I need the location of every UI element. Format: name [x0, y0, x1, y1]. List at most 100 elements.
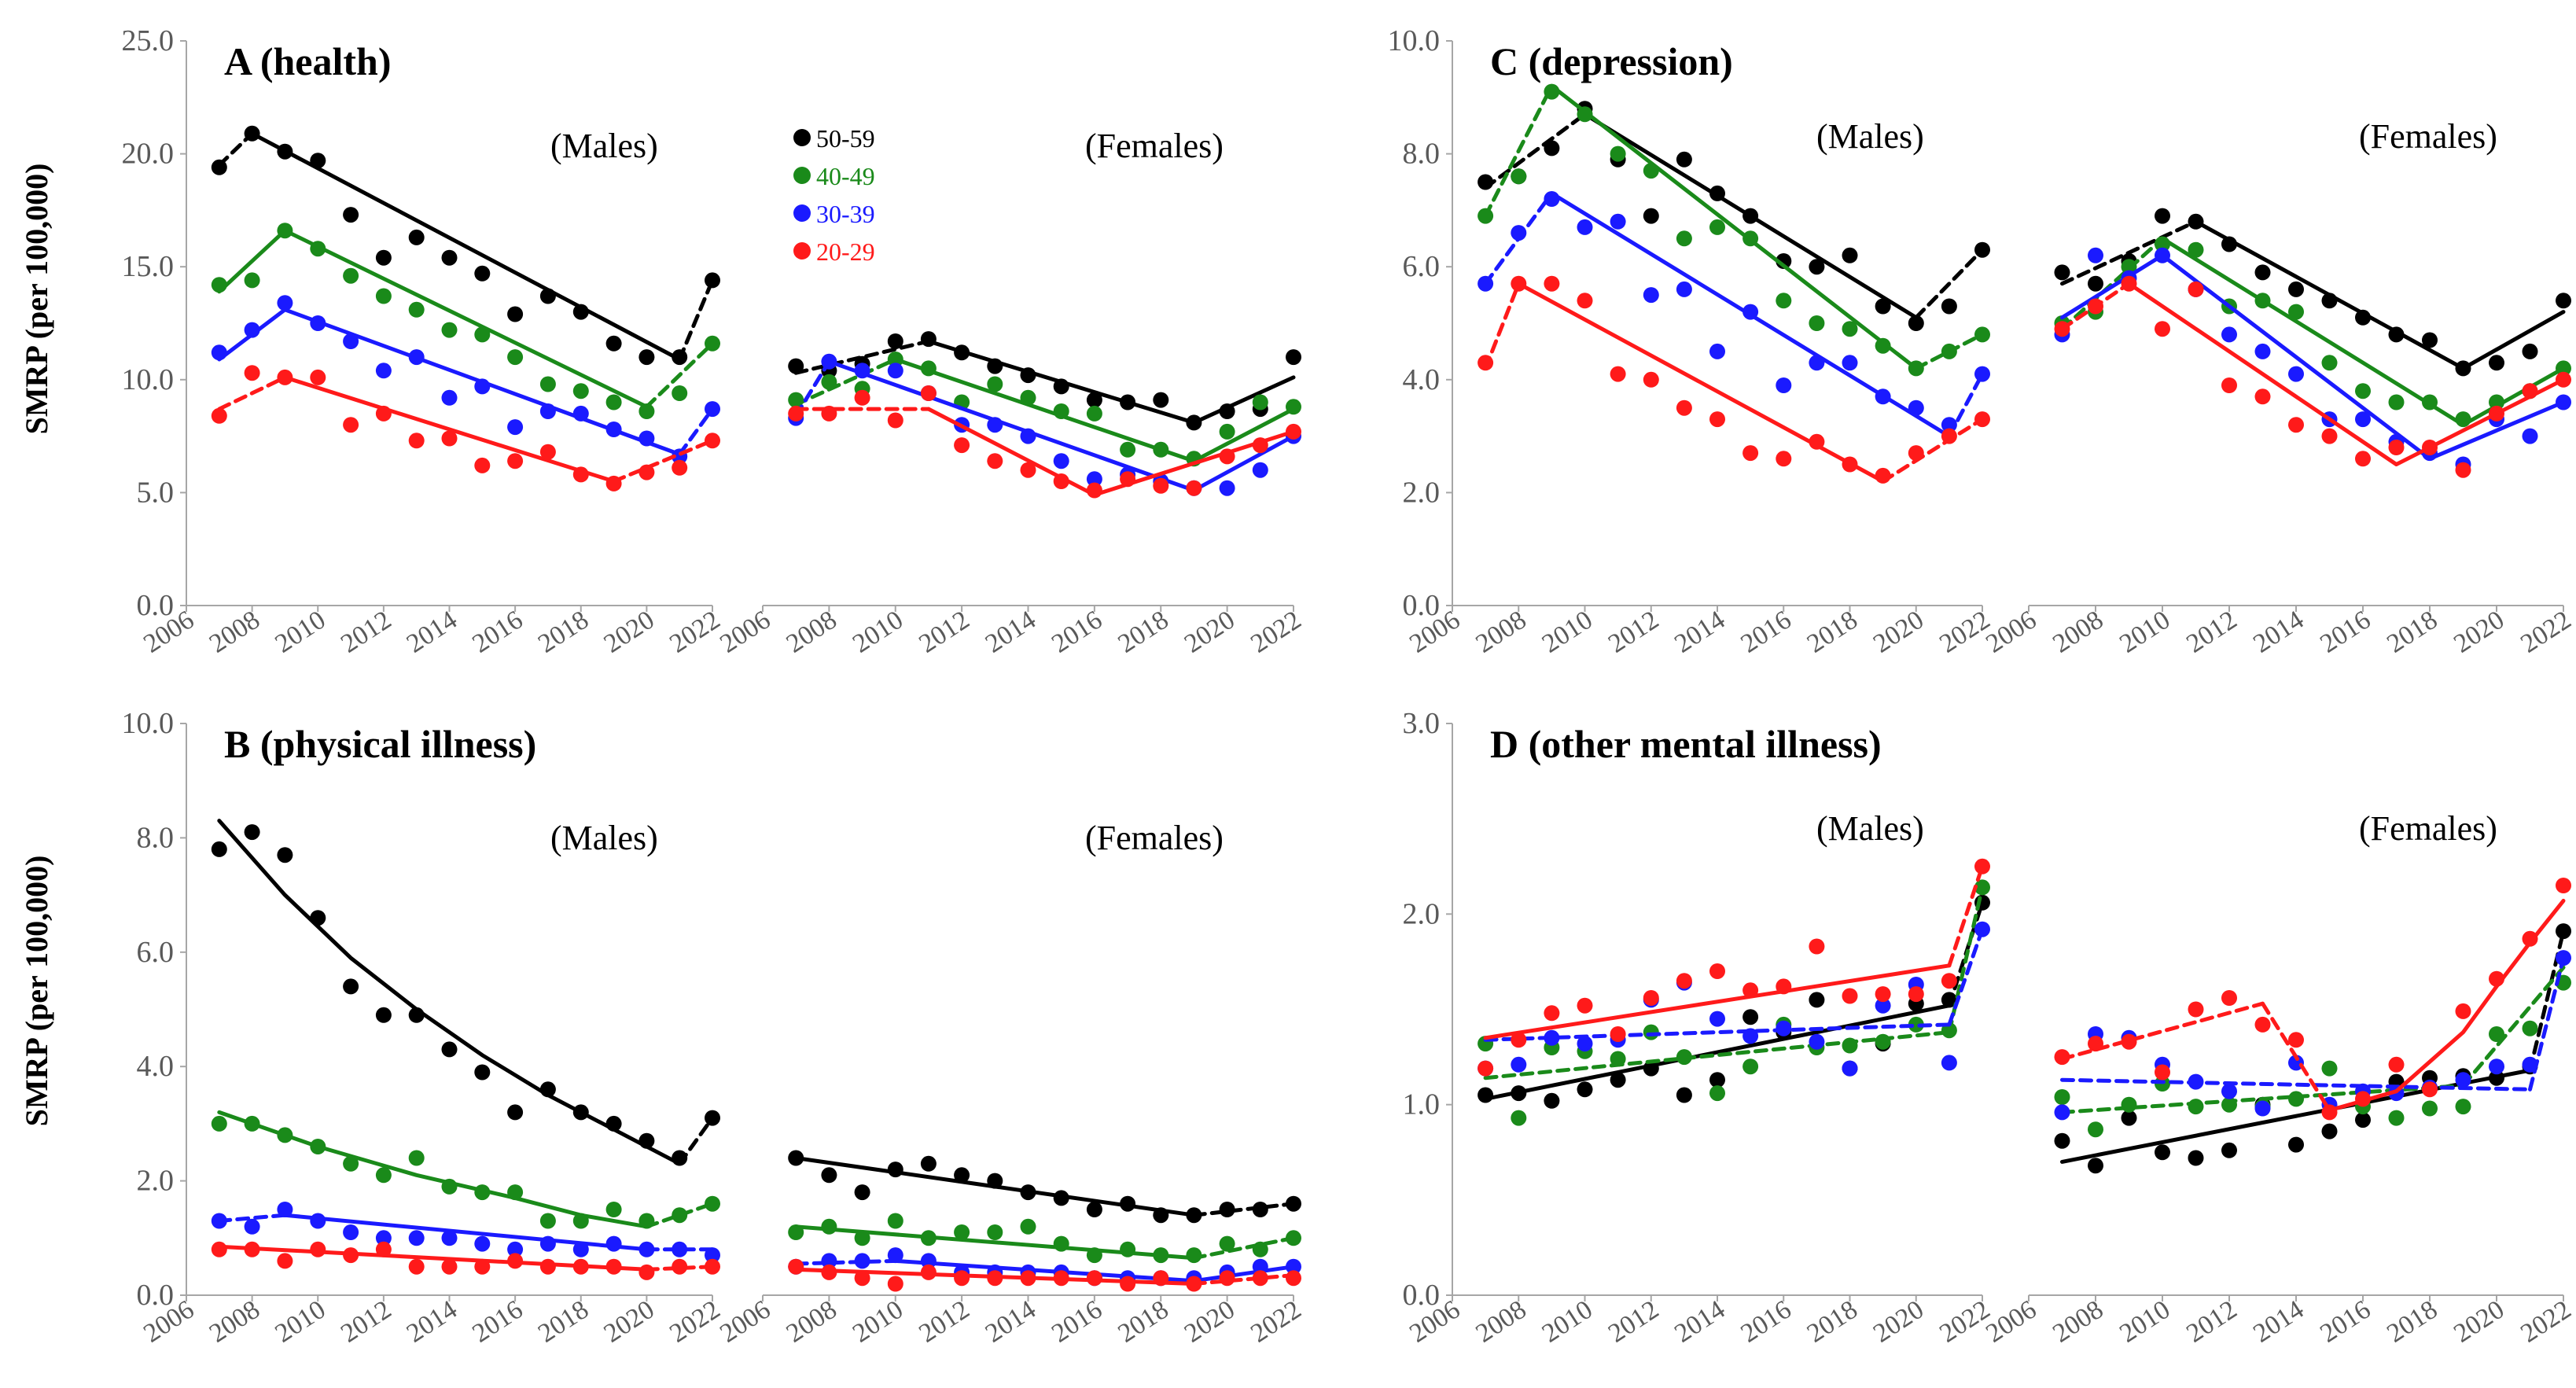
data-point-20-29: [821, 1264, 837, 1280]
data-point-40-49: [408, 1150, 425, 1166]
data-point-40-49: [887, 1213, 903, 1229]
data-point-50-59: [1742, 208, 1759, 224]
data-point-20-29: [1809, 938, 1825, 955]
data-point-30-39: [1286, 1258, 1301, 1275]
data-point-30-39: [2556, 950, 2571, 966]
data-point-20-29: [211, 1241, 227, 1257]
data-point-50-59: [2321, 1123, 2338, 1139]
data-point-40-49: [2556, 360, 2571, 377]
trend-line-30-39: [793, 359, 831, 418]
data-point-20-29: [1974, 411, 1990, 428]
x-tick-label: 2010: [270, 606, 330, 659]
trend-line-50-59: [1483, 112, 1587, 190]
y-tick-label: 1.0: [1403, 1088, 1441, 1121]
data-point-40-49: [1020, 389, 1036, 406]
data-point-20-29: [1186, 480, 1202, 496]
data-point-40-49: [441, 322, 458, 338]
data-point-50-59: [1544, 1092, 1560, 1109]
data-point-40-49: [2121, 1096, 2137, 1113]
data-point-50-59: [507, 1104, 524, 1121]
data-point-50-59: [2088, 275, 2103, 292]
y-tick-label: 2.0: [1403, 476, 1441, 509]
x-tick-label: 2016: [467, 1295, 528, 1349]
panel-title-d: D (other mental illness): [1490, 722, 1882, 766]
trend-line-40-49: [1947, 885, 1985, 1035]
x-tick-label: 2014: [402, 1295, 462, 1349]
x-tick-label: 2014: [1669, 1295, 1730, 1349]
data-point-30-39: [474, 378, 491, 395]
data-point-20-29: [1086, 482, 1102, 499]
x-tick-label: 2018: [533, 606, 594, 659]
y-tick-label: 4.0: [1403, 363, 1441, 396]
data-point-30-39: [1776, 377, 1792, 393]
data-point-30-39: [310, 1213, 326, 1229]
trend-line-20-29: [1483, 282, 1521, 370]
data-point-20-29: [572, 466, 589, 483]
y-tick-label: 10.0: [122, 363, 175, 396]
data-point-40-49: [1941, 343, 1957, 359]
data-point-50-59: [310, 153, 326, 169]
data-point-20-29: [1020, 1270, 1036, 1287]
x-tick-label: 2006: [1981, 1295, 2041, 1349]
y-tick-label: 0.0: [1403, 589, 1441, 622]
data-point-20-29: [441, 430, 458, 447]
data-point-50-59: [1908, 315, 1924, 331]
data-point-20-29: [244, 365, 260, 381]
trend-line-30-39: [1483, 1022, 1952, 1042]
data-point-50-59: [375, 1007, 392, 1023]
y-tick-label: 4.0: [137, 1050, 175, 1083]
data-point-40-49: [1020, 1218, 1036, 1235]
x-tick-label: 2016: [2315, 1295, 2375, 1349]
trend-line-50-59: [2060, 219, 2198, 286]
x-tick-label: 2012: [2181, 1295, 2242, 1349]
data-point-30-39: [211, 1213, 227, 1229]
data-point-30-39: [2489, 1058, 2504, 1075]
trend-line-20-29: [612, 438, 715, 484]
panel-a: SMRP (per 100,000) A (health) (Males) (F…: [19, 39, 1224, 434]
data-point-50-59: [987, 1173, 1003, 1189]
data-point-40-49: [1974, 879, 1990, 896]
data-point-30-39: [1776, 1020, 1792, 1036]
data-point-20-29: [954, 1270, 970, 1287]
data-point-50-59: [211, 841, 227, 857]
data-point-20-29: [1809, 433, 1825, 450]
data-point-50-59: [2455, 360, 2471, 377]
data-point-50-59: [2556, 293, 2571, 309]
data-point-30-39: [1577, 1036, 1593, 1052]
y-tick-label: 20.0: [122, 138, 175, 171]
data-point-50-59: [1511, 1085, 1527, 1102]
data-point-30-39: [572, 405, 589, 422]
data-point-40-49: [539, 1213, 556, 1229]
data-point-20-29: [1742, 445, 1759, 462]
data-point-20-29: [244, 1241, 260, 1257]
data-point-30-39: [2355, 411, 2371, 428]
x-tick-label: 2022: [664, 1295, 725, 1349]
data-point-20-29: [2054, 321, 2070, 337]
data-point-20-29: [605, 1258, 622, 1275]
data-point-20-29: [1252, 1270, 1268, 1287]
data-point-50-59: [375, 249, 392, 266]
data-point-40-49: [987, 376, 1003, 392]
x-tick-label: 2022: [2515, 1295, 2576, 1349]
data-point-50-59: [244, 824, 260, 841]
data-point-50-59: [408, 1007, 425, 1023]
data-point-20-29: [2489, 405, 2504, 422]
data-point-50-59: [2522, 343, 2538, 359]
data-point-30-39: [2054, 1104, 2070, 1121]
x-tick-label: 2008: [782, 606, 842, 659]
data-point-30-39: [343, 333, 359, 349]
data-point-20-29: [1610, 1026, 1626, 1042]
data-point-50-59: [1286, 349, 1301, 366]
data-point-20-29: [1219, 448, 1235, 465]
data-point-40-49: [1511, 168, 1527, 185]
y-axis-label-a: SMRP (per 100,000): [19, 164, 54, 435]
legend-marker-40-49: [793, 167, 811, 184]
x-tick-label: 2016: [467, 606, 528, 659]
data-point-30-39: [605, 422, 622, 437]
data-point-40-49: [572, 1213, 589, 1229]
data-point-40-49: [1610, 145, 1626, 162]
data-point-40-49: [2188, 241, 2204, 258]
y-tick-label: 15.0: [122, 250, 175, 283]
data-point-50-59: [539, 288, 556, 304]
